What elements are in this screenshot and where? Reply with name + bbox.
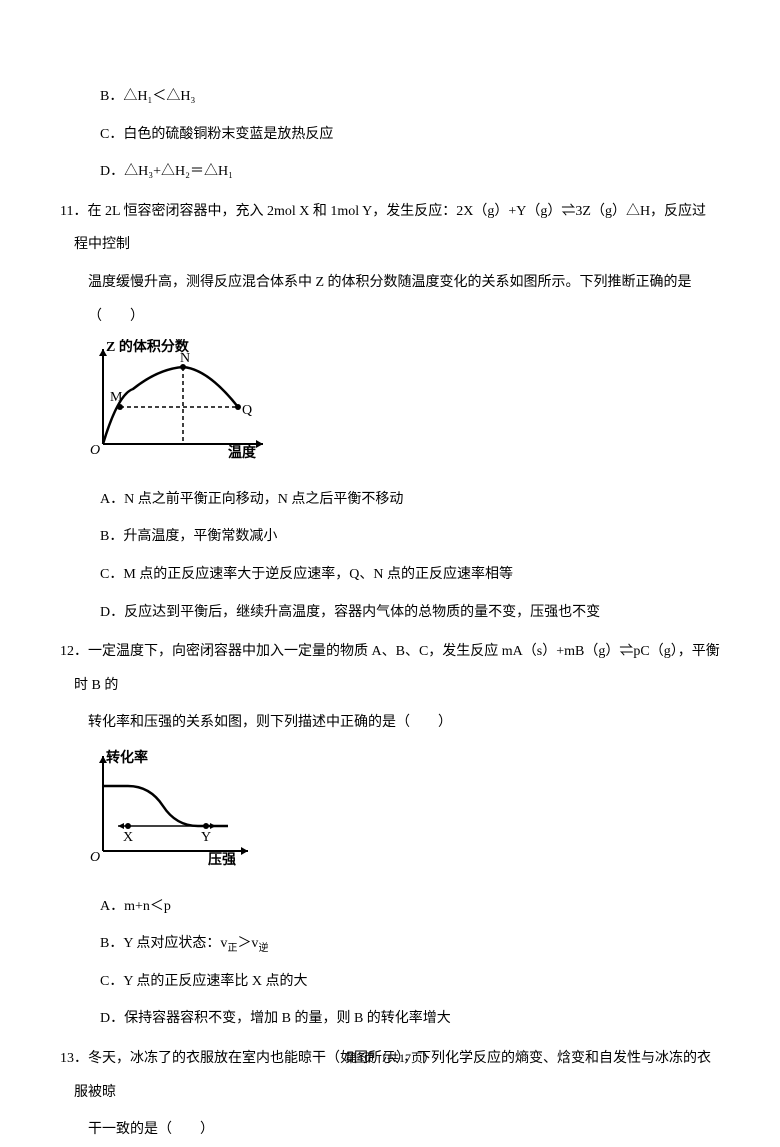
stem-text: 在 2L 恒容密闭容器中，充入 2mol X 和 1mol Y，发生反应：2X（… [74, 204, 706, 253]
question-number: 11． [60, 204, 87, 219]
x-arrow [256, 440, 263, 448]
label-m: M [110, 390, 123, 405]
q12-chart: X Y 转化率 O 压强 [88, 746, 258, 866]
stem-text: 转化率和压强的关系如图，则下列描述中正确的是（ ） [88, 715, 452, 730]
option-text: C．Y 点的正反应速率比 X 点的大 [100, 974, 308, 989]
x-arrow [241, 847, 248, 855]
stem-text: 一定温度下，向密闭容器中加入一定量的物质 A、B、C，发生反应 mA（s）+mB… [74, 644, 720, 693]
curve [103, 367, 238, 444]
q12-stem-cont: 转化率和压强的关系如图，则下列描述中正确的是（ ） [60, 706, 720, 740]
curve [103, 786, 228, 826]
option-text: A．N 点之前平衡正向移动，N 点之后平衡不移动 [100, 492, 403, 507]
option-text: D．保持容器容积不变，增加 B 的量，则 B 的转化率增大 [100, 1011, 451, 1026]
option-text: D．反应达到平衡后，继续升高温度，容器内气体的总物质的量不变，压强也不变 [100, 605, 600, 620]
q11-option-c[interactable]: C．M 点的正反应速率大于逆反应速率，Q、N 点的正反应速率相等 [60, 558, 720, 592]
sub-zheng: 正 [227, 943, 237, 954]
q10-option-d[interactable]: D．△H₃+△H₂＝△H₁ [60, 155, 720, 189]
label-o: O [90, 850, 100, 865]
q11-option-d[interactable]: D．反应达到平衡后，继续升高温度，容器内气体的总物质的量不变，压强也不变 [60, 596, 720, 630]
point-q [235, 404, 241, 410]
stem-text: 温度缓慢升高，测得反应混合体系中 Z 的体积分数随温度变化的关系如图所示。下列推… [88, 275, 692, 324]
q12-figure: X Y 转化率 O 压强 [60, 746, 720, 880]
q12-option-c[interactable]: C．Y 点的正反应速率比 X 点的大 [60, 965, 720, 999]
label-n: N [180, 351, 190, 366]
q11-stem-cont: 温度缓慢升高，测得反应混合体系中 Z 的体积分数随温度变化的关系如图所示。下列推… [60, 266, 720, 333]
q12-stem: 12．一定温度下，向密闭容器中加入一定量的物质 A、B、C，发生反应 mA（s）… [60, 635, 720, 702]
q12-option-b[interactable]: B．Y 点对应状态：v正＞v逆 [60, 927, 720, 961]
xy-arrow-r [210, 823, 216, 829]
option-text: A．m+n＜p [100, 899, 171, 914]
q11-option-b[interactable]: B．升高温度，平衡常数减小 [60, 520, 720, 554]
q11-chart: Z 的体积分数 M N Q O 温度 [88, 339, 278, 459]
question-number: 12． [60, 644, 88, 659]
label-y: Y [201, 830, 211, 845]
option-text: C．白色的硫酸铜粉末变蓝是放热反应 [100, 127, 333, 142]
y-label: Z 的体积分数 [106, 339, 190, 355]
y-label: 转化率 [106, 749, 148, 766]
sub-ni: 逆 [258, 943, 268, 954]
label-x: X [123, 830, 133, 845]
page-footer: 第4页（共17页） [0, 1044, 780, 1073]
stem-text: 干一致的是（ ） [88, 1122, 214, 1137]
label-q: Q [242, 403, 252, 418]
option-text: D．△H₃+△H₂＝△H₁ [100, 164, 233, 179]
x-label: 压强 [208, 852, 236, 866]
xy-arrow-l [118, 823, 124, 829]
q12-option-a[interactable]: A．m+n＜p [60, 890, 720, 924]
option-text: C．M 点的正反应速率大于逆反应速率，Q、N 点的正反应速率相等 [100, 567, 513, 582]
q10-option-b[interactable]: B．△H₁＜△H₃ [60, 80, 720, 114]
q13-stem-cont: 干一致的是（ ） [60, 1113, 720, 1147]
q12-option-d[interactable]: D．保持容器容积不变，增加 B 的量，则 B 的转化率增大 [60, 1002, 720, 1036]
option-text: B．△H₁＜△H₃ [100, 89, 195, 104]
q11-stem: 11．在 2L 恒容密闭容器中，充入 2mol X 和 1mol Y，发生反应：… [60, 195, 720, 262]
q10-option-c[interactable]: C．白色的硫酸铜粉末变蓝是放热反应 [60, 118, 720, 152]
q11-option-a[interactable]: A．N 点之前平衡正向移动，N 点之后平衡不移动 [60, 483, 720, 517]
q11-figure: Z 的体积分数 M N Q O 温度 [60, 339, 720, 473]
label-o: O [90, 443, 100, 458]
option-text: B．升高温度，平衡常数减小 [100, 529, 277, 544]
page-number: 第4页（共17页） [345, 1051, 435, 1065]
x-label: 温度 [228, 444, 257, 459]
